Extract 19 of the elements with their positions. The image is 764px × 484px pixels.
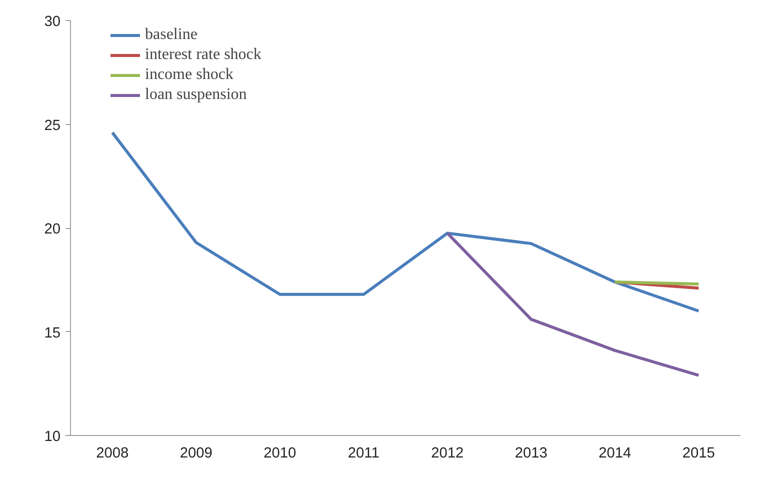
x-tick-label: 2012 (431, 446, 464, 462)
x-tick-label: 2010 (264, 446, 296, 462)
y-tick-label: 20 (44, 222, 61, 238)
x-tick-label: 2014 (598, 446, 632, 462)
line-series (446, 232, 700, 377)
line-series (110, 131, 700, 312)
x-tick-label: 2015 (682, 446, 715, 462)
legend-label: income shock (145, 66, 234, 84)
y-tick-label: 25 (44, 118, 61, 134)
x-tick-label: 2011 (348, 446, 380, 462)
y-tick-label: 10 (44, 429, 61, 445)
legend-label: baseline (145, 26, 198, 44)
legend-label: interest rate shock (145, 46, 262, 64)
x-tick-label: 2009 (180, 446, 212, 462)
legend-label: loan suspension (145, 86, 247, 104)
x-tick-label: 2008 (96, 446, 129, 462)
y-tick-label: 30 (44, 14, 61, 30)
x-tick-label: 2013 (514, 446, 548, 462)
y-tick-label: 15 (44, 325, 61, 342)
